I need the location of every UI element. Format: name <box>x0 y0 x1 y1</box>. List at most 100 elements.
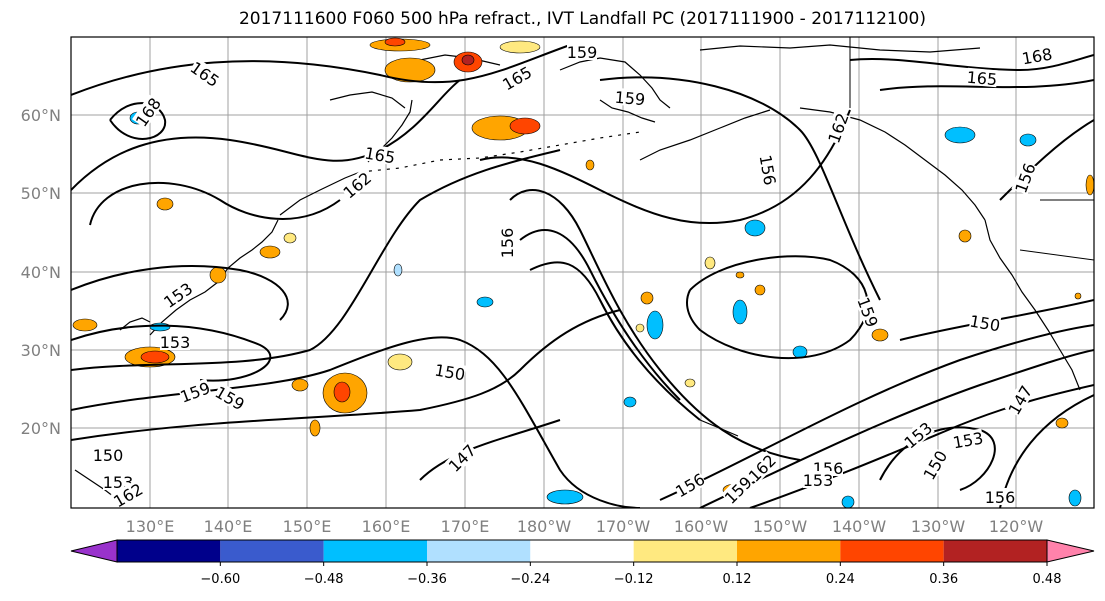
contour-label-bg <box>160 279 195 311</box>
shaded-cell <box>1055 417 1069 429</box>
lon-tick-label: 150°E <box>283 517 332 536</box>
colorbar-tick-label: 0.12 <box>723 572 752 587</box>
chart-title: 2017111600 F060 500 hPa refract., IVT La… <box>238 9 926 29</box>
contour-label: 150 <box>93 446 124 465</box>
lon-tick-label: 130°E <box>126 517 175 536</box>
colorbar-segment <box>117 540 221 562</box>
shaded-cell <box>393 263 403 277</box>
shaded-cell <box>635 323 645 333</box>
contour-label-bg <box>445 441 479 475</box>
contour-label-bg <box>855 294 882 329</box>
colorbar-tick-label: −0.48 <box>304 572 344 587</box>
contour-label-bg <box>363 143 397 166</box>
lat-tick-label: 30°N <box>21 341 61 360</box>
shaded-cell <box>754 284 766 296</box>
lat-tick-label: 50°N <box>21 184 61 203</box>
contour-label-bg <box>614 87 646 108</box>
colorbar-tick-label: −0.24 <box>510 572 550 587</box>
lat-tick-label: 60°N <box>21 106 61 125</box>
shaded-cell <box>735 271 745 279</box>
contour-label-bg <box>745 451 779 485</box>
shaded-cell <box>333 381 351 403</box>
colorbar-tick-label: −0.36 <box>407 572 447 587</box>
colorbar-segment <box>427 540 531 562</box>
contour-label-bg <box>93 446 123 463</box>
shaded-cell <box>384 57 436 83</box>
shaded-cell <box>792 345 808 359</box>
colorbar-tick-label: −0.12 <box>614 572 654 587</box>
shaded-cell <box>841 495 855 508</box>
colorbar-segment <box>530 540 634 562</box>
contour-label: 153 <box>803 471 834 490</box>
contour-label-bg <box>919 447 950 482</box>
contour-label-bg <box>103 473 133 490</box>
colorbar-segment <box>323 540 427 562</box>
contour-label-bg <box>132 94 164 129</box>
shaded-cell <box>1074 292 1082 300</box>
contour-label-bg <box>160 333 190 350</box>
colorbar-extend-high <box>1046 539 1095 563</box>
shaded-cell <box>646 310 664 340</box>
colorbar-tick-label: 0.36 <box>929 572 958 587</box>
shaded-cell <box>509 117 541 135</box>
contour-label-bg <box>1011 160 1038 195</box>
shaded-cell <box>546 489 584 505</box>
shaded-cell <box>461 54 475 66</box>
lat-tick-label: 40°N <box>21 263 61 282</box>
colorbar-segment <box>220 540 324 562</box>
contour-label-bg <box>803 471 833 488</box>
contour-label-bg <box>498 228 515 258</box>
shaded-cell <box>744 219 766 237</box>
contour-label-bg <box>824 110 851 145</box>
shaded-cell <box>476 296 494 308</box>
shaded-cell <box>259 245 281 259</box>
graticule <box>71 37 1094 508</box>
colorbar: −0.60 −0.48 −0.36 −0.24 −0.12 0.12 0.24 0.36 0.4… <box>70 539 1095 587</box>
lon-tick-label: 160°E <box>362 517 411 536</box>
longitude-labels: 130°E 140°E 150°E 160°E 170°E 180°W 170°W 160°W… <box>126 517 1044 536</box>
colorbar-tick-label: 0.48 <box>1033 572 1062 587</box>
contour-label-bg <box>951 428 985 451</box>
shaded-cell <box>72 318 98 332</box>
lon-tick-label: 170°W <box>596 517 651 536</box>
shaded-cell <box>149 322 171 332</box>
lon-tick-label: 140°W <box>832 517 887 536</box>
contour-label: 159 <box>614 88 646 110</box>
contour-label-bg <box>900 418 935 451</box>
contour-label-bg <box>188 58 223 90</box>
contour-label-bg <box>1004 382 1035 417</box>
contour-label-bg <box>567 43 597 60</box>
lon-tick-label: 180°W <box>517 517 572 536</box>
shaded-cell <box>291 378 309 392</box>
lon-tick-label: 130°W <box>911 517 966 536</box>
shaded-cell <box>871 328 889 342</box>
contour-label: 153 <box>160 333 191 352</box>
contour-label-bg <box>499 62 534 93</box>
colorbar-extend-low <box>70 539 118 563</box>
shaded-cell <box>309 419 321 437</box>
lat-tick-label: 20°N <box>21 419 61 438</box>
borders <box>849 37 1094 261</box>
contour-label-bg <box>721 473 755 507</box>
shaded-cell <box>156 197 174 211</box>
shaded-cell <box>387 353 413 371</box>
contour-label: 165 <box>966 68 998 90</box>
contour-label: 156 <box>985 488 1016 507</box>
contour-label-bg <box>672 469 707 500</box>
shaded-cell <box>585 159 595 171</box>
contour-label-bg <box>110 479 145 508</box>
shaded-cell <box>384 37 406 47</box>
shaded-cell <box>640 291 654 305</box>
colorbar-segment <box>840 540 944 562</box>
contour-label-bg <box>339 168 374 201</box>
shaded-cell <box>209 266 227 284</box>
lon-tick-label: 120°W <box>989 517 1044 536</box>
shaded-cell <box>1019 133 1037 147</box>
shaded-cell <box>944 126 976 144</box>
shaded-cell <box>140 350 170 364</box>
colorbar-tick-label: 0.24 <box>826 572 855 587</box>
colorbar-segment <box>737 540 841 562</box>
